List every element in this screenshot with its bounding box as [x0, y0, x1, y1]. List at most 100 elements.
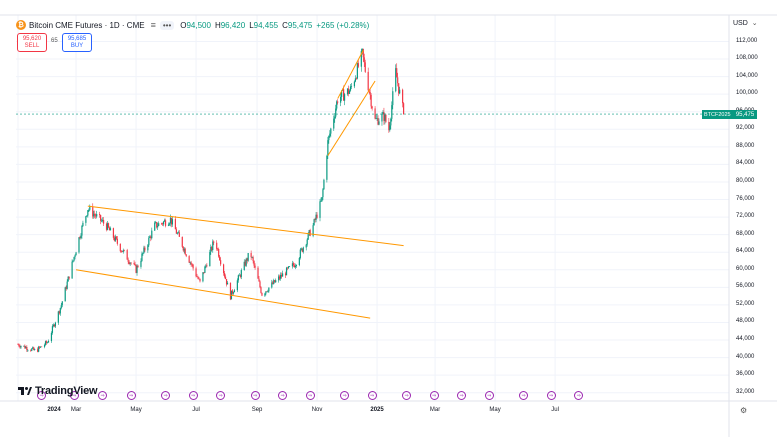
- earnings-event-icon[interactable]: ⇒: [305, 391, 315, 400]
- candle-body: [240, 270, 242, 277]
- candle-body: [233, 290, 236, 293]
- earnings-event-icon[interactable]: ⇒: [250, 391, 260, 400]
- candle-body: [195, 268, 197, 277]
- price-axis-label: 88,000: [736, 142, 755, 149]
- earnings-event-icon[interactable]: ⇒: [98, 391, 108, 400]
- close-value: 95,475: [287, 20, 313, 30]
- candle-body: [99, 214, 101, 215]
- earnings-event-icon[interactable]: ⇒: [367, 391, 377, 400]
- earnings-event-icon[interactable]: ⇒: [546, 391, 556, 400]
- candle-body: [102, 219, 105, 224]
- candle-body: [222, 264, 225, 274]
- candle-body: [120, 251, 122, 252]
- candle-body: [53, 324, 55, 327]
- candle-body: [115, 236, 117, 239]
- earnings-event-icon[interactable]: ⇒: [402, 391, 412, 400]
- candle-body: [333, 118, 335, 129]
- candle-body: [123, 249, 125, 251]
- candle-body: [232, 292, 235, 294]
- candle-body: [41, 346, 43, 348]
- candle-body: [81, 225, 83, 236]
- candle-body: [326, 155, 328, 180]
- candle-body: [199, 278, 201, 282]
- candle-body: [219, 256, 221, 261]
- candle-body: [291, 263, 294, 267]
- candle-body: [150, 236, 152, 239]
- earnings-event-icon[interactable]: ⇒: [188, 391, 198, 400]
- candle-body: [383, 112, 385, 121]
- candle-body: [202, 272, 204, 282]
- candle-body: [191, 264, 193, 265]
- earnings-event-icon[interactable]: ⇒: [340, 391, 350, 400]
- candle-body: [272, 282, 274, 284]
- candle-body: [284, 273, 287, 276]
- candle-body: [75, 252, 77, 256]
- earnings-event-icon[interactable]: ⇒: [278, 391, 288, 400]
- candle-body: [46, 342, 49, 344]
- earnings-event-icon[interactable]: ⇒: [429, 391, 439, 400]
- candle-body: [135, 265, 137, 273]
- menu-lines-icon[interactable]: ≡: [150, 20, 156, 30]
- candle-body: [197, 276, 199, 279]
- earnings-event-icon[interactable]: ⇒: [69, 391, 79, 400]
- candle-body: [327, 140, 329, 156]
- candle-body: [295, 265, 297, 267]
- candle-body: [57, 311, 59, 323]
- candle-body: [369, 92, 371, 96]
- candle-body: [402, 89, 404, 104]
- close-label: C: [282, 20, 288, 30]
- buy-button[interactable]: 95,685 BUY: [62, 33, 92, 52]
- time-axis-label: Sep: [251, 407, 263, 413]
- sell-button[interactable]: 95,620 SELL: [17, 33, 47, 52]
- candle-body: [140, 260, 142, 267]
- candle-body: [30, 350, 32, 351]
- earnings-event-icon[interactable]: ⇒: [484, 391, 494, 400]
- candle-body: [360, 50, 362, 67]
- candle-body: [19, 346, 21, 348]
- candle-body: [397, 77, 399, 84]
- candle-body: [385, 114, 387, 122]
- more-dots-icon[interactable]: •••: [159, 20, 175, 30]
- candle-body: [364, 62, 366, 72]
- candle-body: [134, 264, 136, 266]
- candle-body: [170, 217, 173, 225]
- candle-body: [243, 261, 245, 271]
- earnings-event-icon[interactable]: ⇒: [216, 391, 226, 400]
- candle-body: [367, 71, 369, 91]
- candle-body: [320, 200, 322, 202]
- candle-body: [238, 275, 240, 276]
- candle-body: [168, 223, 171, 225]
- earnings-event-icon[interactable]: ⇒: [574, 391, 584, 400]
- symbol-title[interactable]: Bitcoin CME Futures · 1D · CME: [29, 20, 145, 30]
- candle-body: [171, 219, 174, 225]
- tradingview-wordmark: TradingView: [35, 385, 98, 397]
- candle-body: [167, 224, 170, 226]
- candle-body: [281, 274, 283, 277]
- candle-body: [265, 291, 267, 294]
- candle-body: [376, 118, 378, 119]
- price-axis-label: 84,000: [736, 160, 755, 167]
- tradingview-logo[interactable]: TradingView: [18, 385, 98, 397]
- candle-body: [129, 262, 131, 264]
- candle-body: [210, 246, 212, 253]
- earnings-event-icon[interactable]: ⇒: [457, 391, 467, 400]
- candle-body: [116, 238, 118, 244]
- price-axis-label: 36,000: [736, 371, 755, 378]
- candle-body: [203, 272, 205, 273]
- earnings-event-icon[interactable]: ⇒: [519, 391, 529, 400]
- gear-icon[interactable]: ⚙: [740, 406, 748, 415]
- candle-body: [282, 273, 284, 277]
- candle-body: [176, 233, 178, 234]
- earnings-event-icon[interactable]: ⇒: [126, 391, 136, 400]
- candle-body: [185, 254, 187, 257]
- candle-body: [155, 222, 157, 223]
- candle-body: [101, 220, 103, 222]
- candle-body: [198, 278, 200, 280]
- candle-body: [268, 287, 270, 292]
- candle-body: [89, 206, 91, 210]
- earnings-event-icon[interactable]: ⇒: [37, 391, 47, 400]
- symbol-header[interactable]: ₿ Bitcoin CME Futures · 1D · CME ≡ ••• O…: [16, 18, 373, 32]
- currency-selector[interactable]: USD ⌄: [733, 19, 758, 27]
- earnings-event-icon[interactable]: ⇒: [161, 391, 171, 400]
